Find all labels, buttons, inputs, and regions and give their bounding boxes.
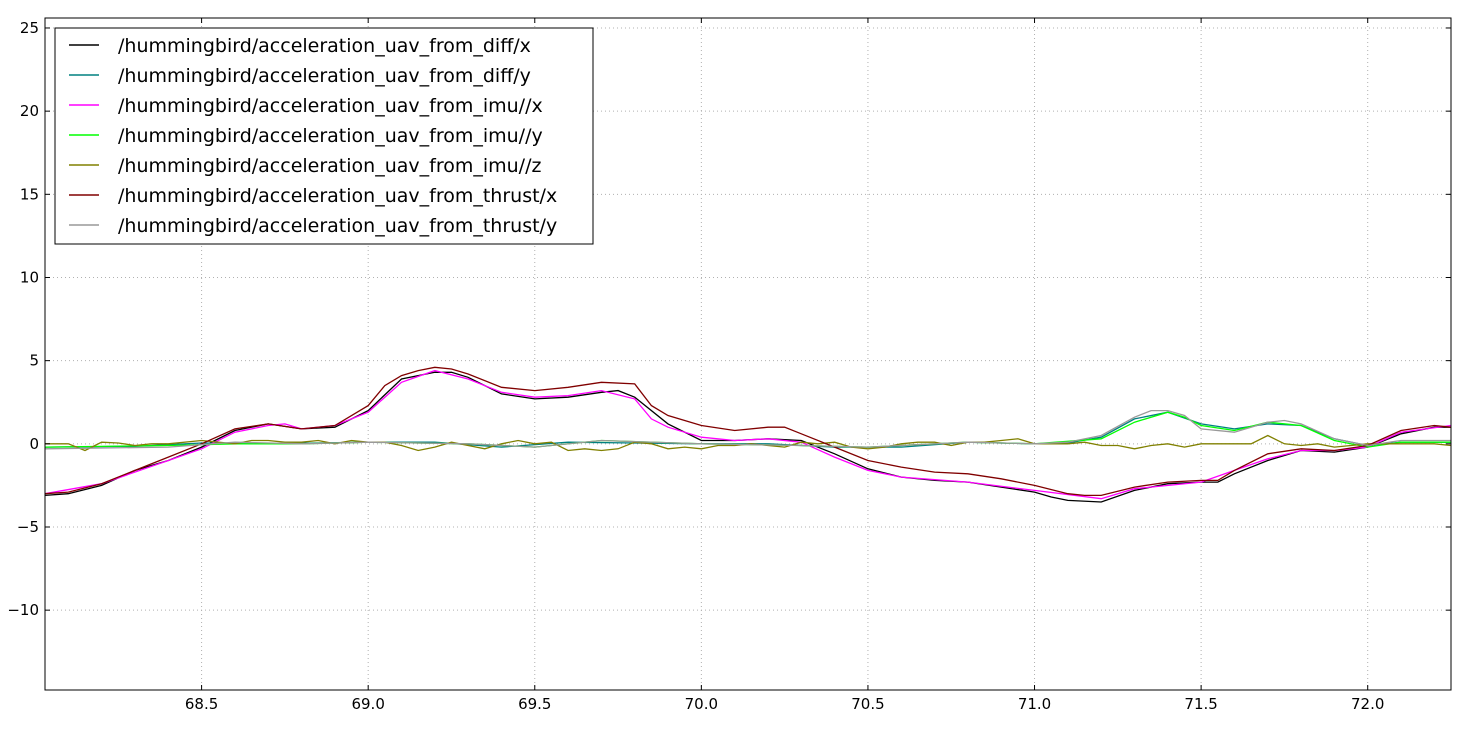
y-tick-label: 5 xyxy=(29,352,39,370)
y-tick-label: 15 xyxy=(20,185,39,203)
y-tick-label: 25 xyxy=(20,19,39,37)
legend-label: /hummingbird/acceleration_uav_from_diff/… xyxy=(118,65,531,87)
legend: /hummingbird/acceleration_uav_from_diff/… xyxy=(54,27,594,245)
legend-label: /hummingbird/acceleration_uav_from_diff/… xyxy=(118,35,531,57)
x-tick-label: 69.0 xyxy=(351,695,384,713)
legend-label: /hummingbird/acceleration_uav_from_imu//… xyxy=(118,125,543,147)
x-tick-label: 72.0 xyxy=(1351,695,1384,713)
y-tick-label: 10 xyxy=(20,268,39,286)
legend-box xyxy=(54,27,594,245)
series-line-3 xyxy=(45,369,1451,500)
legend-label: /hummingbird/acceleration_uav_from_imu//… xyxy=(118,95,543,117)
plot-frame xyxy=(44,17,1452,691)
y-tick-label: −5 xyxy=(17,518,39,536)
legend-label: /hummingbird/acceleration_uav_from_imu//… xyxy=(118,155,541,177)
x-tick-label: 71.0 xyxy=(1018,695,1051,713)
legend-label: /hummingbird/acceleration_uav_from_thrus… xyxy=(118,215,557,237)
series-line-7 xyxy=(45,409,1451,450)
x-tick-label: 71.5 xyxy=(1184,695,1217,713)
axis-ticks: 68.5 69.0 69.5 70.0 70.5 71.0 71.5 72.0 −10 −5 0 5 1… xyxy=(7,18,1451,713)
x-tick-label: 69.5 xyxy=(518,695,551,713)
y-tick-label: −10 xyxy=(7,601,39,619)
x-tick-label: 68.5 xyxy=(185,695,218,713)
y-tick-label: 0 xyxy=(29,435,39,453)
series-line-6 xyxy=(45,366,1451,497)
series-layer xyxy=(45,366,1451,503)
x-tick-label: 70.5 xyxy=(851,695,884,713)
legend-label: /hummingbird/acceleration_uav_from_thrus… xyxy=(118,185,557,207)
x-tick-label: 70.0 xyxy=(685,695,718,713)
y-tick-label: 20 xyxy=(20,102,39,120)
